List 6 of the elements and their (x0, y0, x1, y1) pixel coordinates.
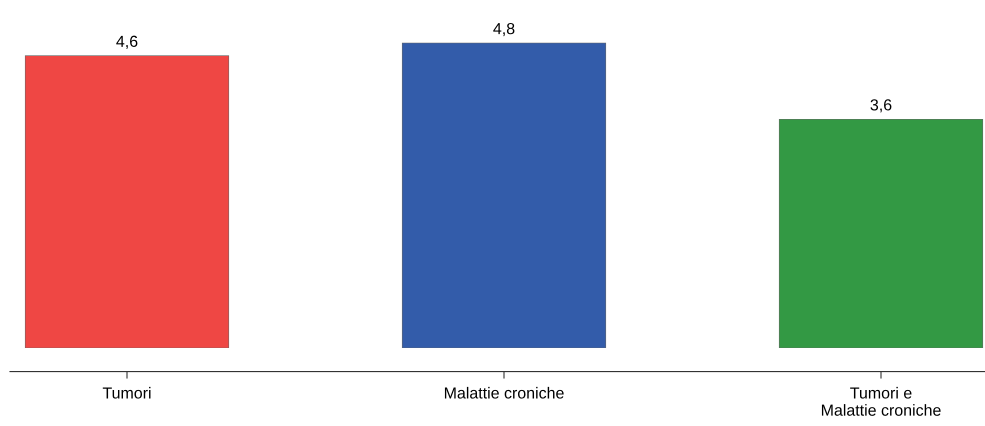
x-tick-label: Tumori e Malattie croniche (822, 386, 941, 416)
data-label: 3,6 (870, 99, 892, 112)
data-label: 4,8 (493, 22, 514, 36)
x-tick-label: Tumori (102, 386, 150, 399)
x-tick-label: Malattie croniche (444, 386, 564, 399)
data-label: 4,6 (116, 36, 138, 49)
